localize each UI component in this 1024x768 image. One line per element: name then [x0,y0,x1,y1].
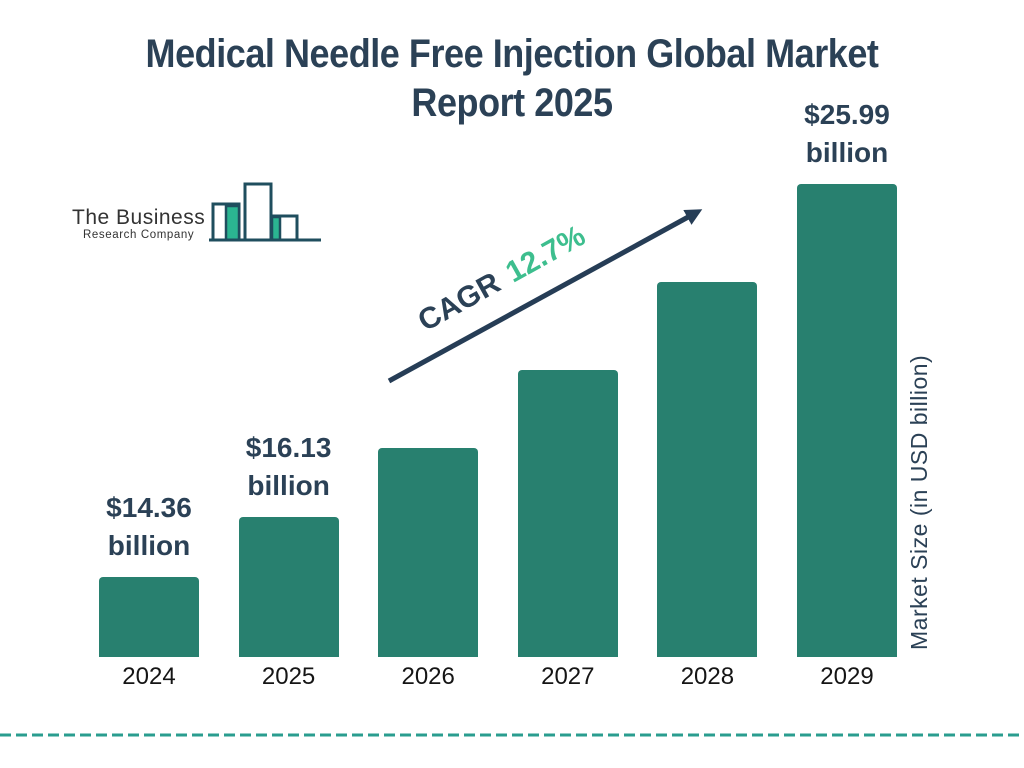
y-axis-title: Market Size (in USD billion) [906,354,932,651]
logo-name: The Business [72,206,206,229]
value-label-2024: $14.36 billion [59,489,239,565]
value-label-unit: billion [805,137,889,168]
x-tick-2028: 2028 [680,663,735,690]
bar-2027 [517,369,618,657]
logo-bars-icon [209,182,322,242]
bar-2025 [238,517,339,657]
value-label-2025: $16.13 billion [199,429,379,505]
page-title: Medical Needle Free Injection Global Mar… [51,30,973,128]
bar-2029 [797,184,897,657]
value-label-amount: $14.36 [106,492,192,524]
x-tick-2027: 2027 [541,663,595,690]
x-tick-2026: 2026 [401,663,455,690]
bar-2024 [99,577,199,657]
bar-2026 [378,448,479,657]
page-title-line2: Report 2025 [411,81,613,125]
logo-text: The Business Research Company [72,207,205,244]
value-label-amount: $16.13 [245,432,332,464]
value-label-amount: $25.99 [804,99,890,130]
page-title-line1: Medical Needle Free Injection Global Mar… [145,32,879,76]
x-tick-2029: 2029 [820,663,874,690]
value-label-unit: billion [247,470,330,502]
bar-2028 [657,282,758,657]
logo-subtitle: Research Company [83,229,195,241]
x-tick-2025: 2025 [261,663,316,690]
value-label-unit: billion [107,530,191,562]
company-logo: The Business Research Company [72,180,322,244]
x-tick-2024: 2024 [122,663,176,690]
value-label-2029: $25.99 billion [757,96,937,172]
